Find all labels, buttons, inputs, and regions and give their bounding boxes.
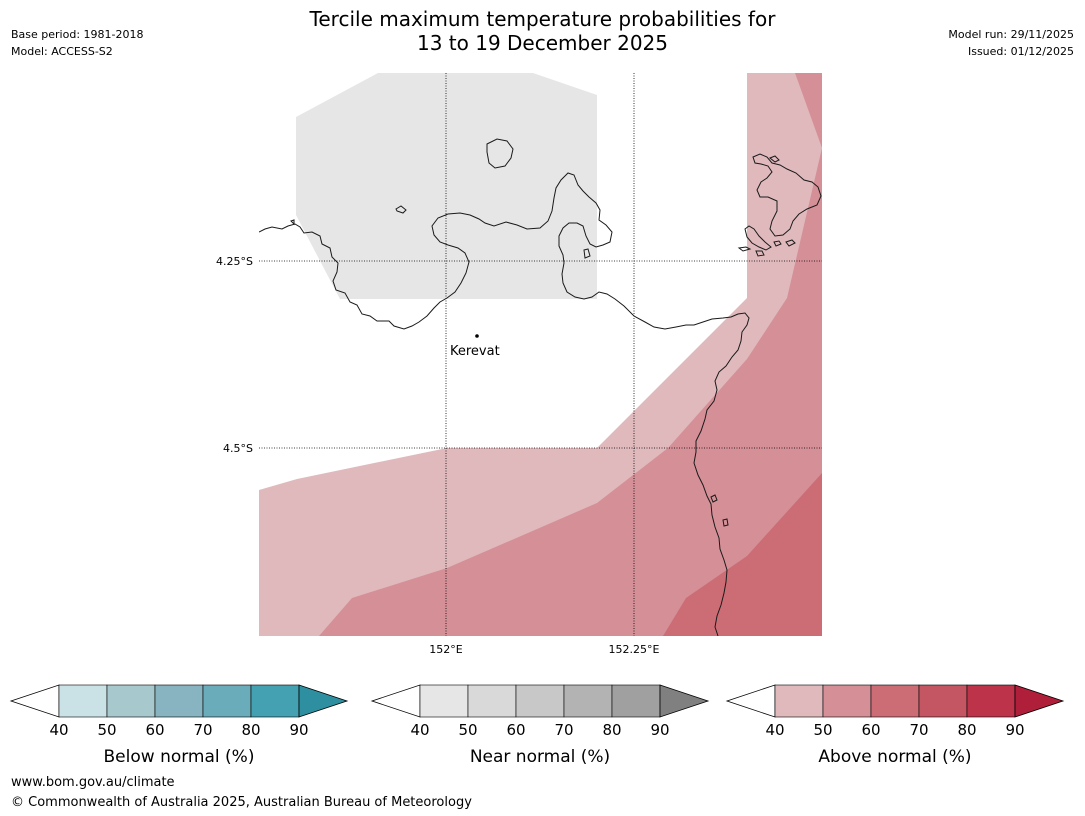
legend-tick-label: 50	[458, 721, 477, 739]
legend-swatch	[419, 684, 469, 718]
base-period: Base period: 1981-2018	[11, 28, 144, 41]
legend-swatch	[774, 684, 824, 718]
legend-tick-label: 80	[602, 721, 621, 739]
legend-arrow-high	[1014, 684, 1065, 718]
legend-swatch	[202, 684, 252, 718]
coastline	[259, 138, 822, 636]
legend-swatch	[918, 684, 968, 718]
model-run: Model run: 29/11/2025	[948, 28, 1074, 41]
legend-tick-label: 40	[410, 721, 429, 739]
above-normal-50-region	[319, 73, 822, 636]
lon-label-152-25: 152.25°E	[609, 643, 660, 656]
legend-title: Above normal (%)	[818, 747, 971, 767]
kerevat-marker	[475, 334, 479, 338]
legend-swatch	[563, 684, 613, 718]
legend-swatch	[467, 684, 517, 718]
map-area	[259, 73, 822, 636]
legend-tick-label: 40	[765, 721, 784, 739]
legend-tick-label: 80	[241, 721, 260, 739]
legend-near-normal: 40 50 60 70 80 90 Near normal (%)	[370, 684, 710, 767]
legend-tick-label: 40	[49, 721, 68, 739]
legend-arrow-low	[370, 684, 421, 718]
legend-tick-label: 70	[193, 721, 212, 739]
legend-swatch	[58, 684, 108, 718]
page-title-line2: 13 to 19 December 2025	[416, 31, 668, 55]
legend-swatch	[515, 684, 565, 718]
meta-left: Base period: 1981-2018 Model: ACCESS-S2	[11, 26, 143, 60]
legend-arrow-high	[298, 684, 349, 718]
legend-swatch	[106, 684, 156, 718]
legend-tick-label: 80	[957, 721, 976, 739]
meta-right: Model run: 29/11/2025 Issued: 01/12/2025	[948, 26, 1074, 60]
lat-label-4-25: 4.25°S	[216, 255, 253, 268]
legend-swatch	[822, 684, 872, 718]
legend-above-normal: 40 50 60 70 80 90 Above normal (%)	[725, 684, 1065, 767]
legend-title: Near normal (%)	[470, 747, 610, 767]
legend-tick-label: 60	[145, 721, 164, 739]
legend-below-normal: 40 50 60 70 80 90 Below normal (%)	[9, 684, 349, 767]
footer-copyright: © Commonwealth of Australia 2025, Austra…	[11, 795, 472, 810]
footer-url: www.bom.gov.au/climate	[11, 775, 175, 790]
legend-swatch	[250, 684, 300, 718]
legend-tick-label: 90	[650, 721, 669, 739]
legend-tick-label: 50	[97, 721, 116, 739]
legend-swatch	[870, 684, 920, 718]
page-title-line1: Tercile maximum temperature probabilitie…	[309, 7, 776, 31]
kerevat-label: Kerevat	[450, 344, 500, 359]
issued-date: Issued: 01/12/2025	[967, 45, 1074, 58]
model-name: Model: ACCESS-S2	[11, 45, 113, 58]
legend-title: Below normal (%)	[104, 747, 255, 767]
legend-swatch	[154, 684, 204, 718]
legend-tick-label: 90	[1005, 721, 1024, 739]
lon-label-152: 152°E	[429, 643, 462, 656]
legend-tick-label: 60	[861, 721, 880, 739]
near-normal-region	[296, 73, 597, 299]
legend-swatch	[611, 684, 661, 718]
legend-arrow-high	[659, 684, 710, 718]
legend-arrow-low	[9, 684, 60, 718]
legend-swatch	[966, 684, 1016, 718]
above-normal-60-region	[663, 473, 822, 636]
legend-arrow-low	[725, 684, 776, 718]
legend-tick-label: 90	[289, 721, 308, 739]
legend-tick-label: 50	[813, 721, 832, 739]
legend-tick-label: 70	[909, 721, 928, 739]
legend-tick-label: 70	[554, 721, 573, 739]
lat-label-4-5: 4.5°S	[223, 442, 253, 455]
legend-tick-label: 60	[506, 721, 525, 739]
